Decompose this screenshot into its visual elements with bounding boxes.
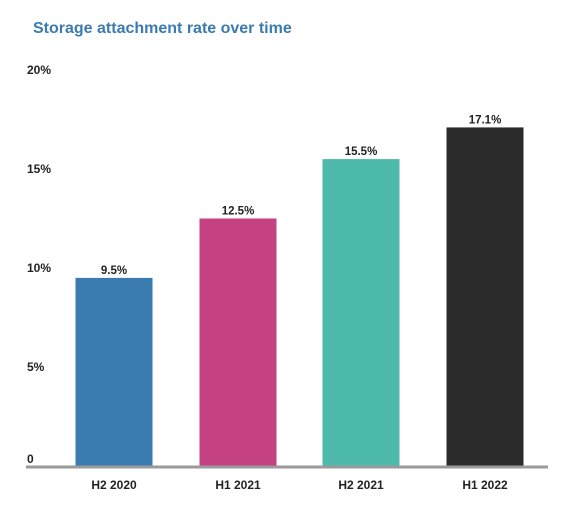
chart-title: Storage attachment rate over time bbox=[33, 20, 292, 37]
bar-h1-2021 bbox=[199, 218, 277, 466]
x-axis-ticks: H2 2020 H1 2021 H2 2021 H1 2022 bbox=[91, 478, 508, 492]
y-tick-label-4: 20% bbox=[27, 63, 51, 77]
bar-h1-2022 bbox=[446, 127, 524, 467]
data-label-3: 17.1% bbox=[469, 114, 502, 126]
bars bbox=[75, 127, 524, 467]
data-labels: 9.5% 12.5% 15.5% 17.1% bbox=[101, 114, 501, 276]
y-tick-label-3: 15% bbox=[27, 162, 51, 176]
x-tick-label-0: H2 2020 bbox=[91, 478, 137, 492]
x-tick-label-3: H1 2022 bbox=[462, 478, 508, 492]
y-tick-label-0: 0 bbox=[27, 452, 34, 466]
data-label-2: 15.5% bbox=[345, 146, 378, 158]
data-label-0: 9.5% bbox=[101, 265, 127, 277]
bar-h2-2021 bbox=[322, 159, 400, 466]
data-label-1: 12.5% bbox=[222, 206, 255, 218]
y-tick-label-1: 5% bbox=[27, 360, 45, 374]
y-tick-label-2: 10% bbox=[27, 261, 51, 275]
bar-h2-2020 bbox=[75, 277, 153, 466]
y-axis-ticks: 0 5% 10% 15% 20% bbox=[27, 63, 51, 466]
x-tick-label-1: H1 2021 bbox=[215, 478, 261, 492]
x-tick-label-2: H2 2021 bbox=[338, 478, 384, 492]
